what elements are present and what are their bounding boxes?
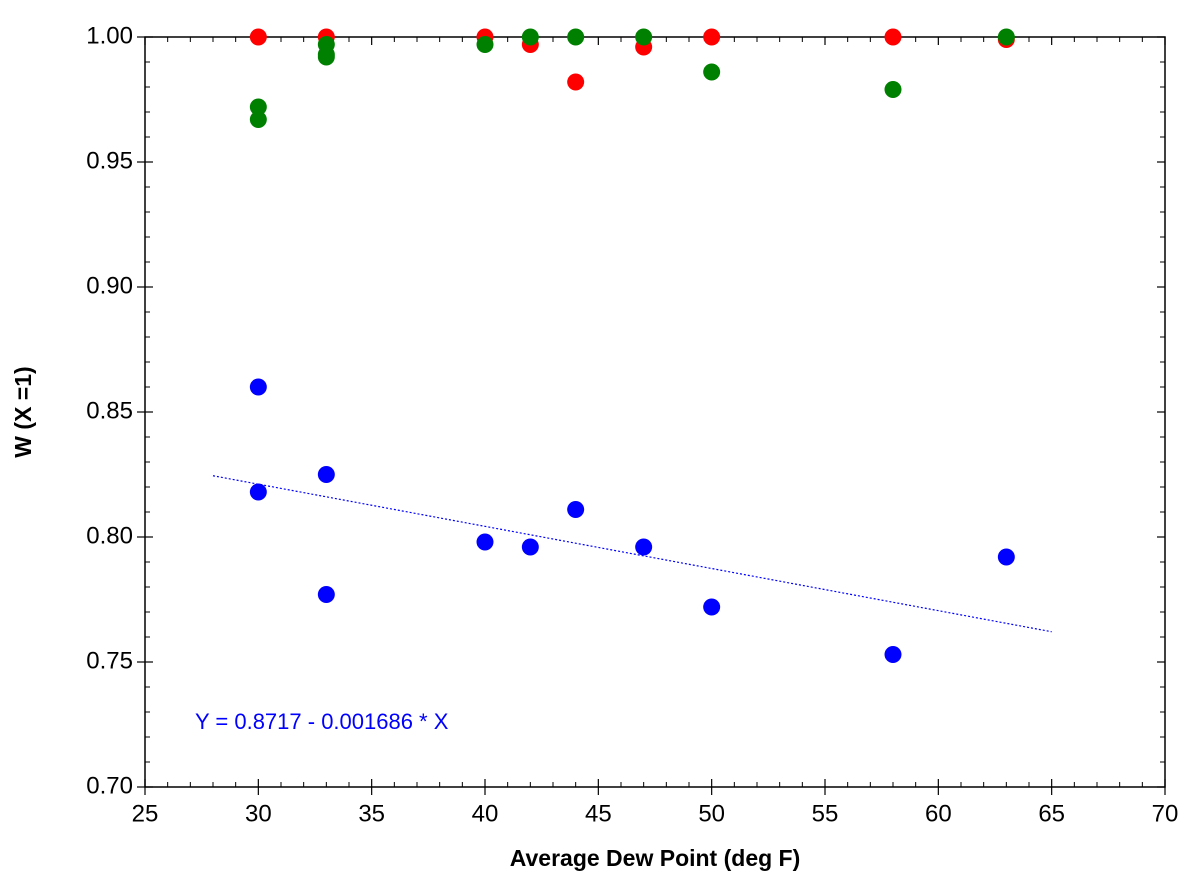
- data-point: [476, 36, 494, 53]
- x-tick-label: 50: [698, 800, 725, 827]
- data-point: [635, 538, 653, 556]
- y-tick-label: 1.00: [86, 22, 133, 49]
- data-point: [249, 378, 267, 396]
- data-point: [884, 81, 902, 98]
- x-tick-label: 55: [812, 800, 839, 827]
- x-tick-label: 40: [472, 800, 499, 827]
- x-tick-label: 45: [585, 800, 612, 827]
- x-tick-label: 25: [132, 800, 159, 827]
- x-tick-label: 65: [1038, 800, 1065, 827]
- data-point: [317, 586, 335, 603]
- data-point: [476, 533, 494, 551]
- data-point: [567, 73, 585, 91]
- fit-line: [212, 475, 1052, 633]
- data-point: [635, 28, 653, 46]
- data-point: [703, 63, 721, 81]
- x-tick-label: 35: [358, 800, 385, 827]
- data-point: [884, 646, 902, 663]
- data-point: [703, 28, 721, 46]
- y-tick-label: 0.85: [86, 397, 133, 424]
- y-tick-label: 0.75: [86, 647, 133, 674]
- data-point: [567, 501, 585, 518]
- x-tick-label: 70: [1152, 800, 1179, 827]
- data-point: [249, 28, 267, 46]
- data-point: [703, 598, 721, 616]
- data-point: [997, 28, 1015, 46]
- plot-frame: [144, 36, 1166, 788]
- data-point: [249, 98, 267, 116]
- y-tick-label: 0.95: [86, 147, 133, 174]
- data-point: [567, 28, 585, 46]
- x-axis-label: Average Dew Point (deg F): [510, 845, 801, 871]
- data-point: [997, 548, 1015, 566]
- data-point: [249, 111, 267, 128]
- x-tick-label: 30: [245, 800, 272, 827]
- data-point: [884, 28, 902, 46]
- y-tick-label: 0.80: [86, 522, 133, 549]
- data-point: [317, 466, 335, 483]
- y-tick-label: 0.70: [86, 772, 133, 799]
- y-tick-label: 0.90: [86, 272, 133, 299]
- data-point: [521, 28, 539, 46]
- y-axis-label: W (X =1): [10, 366, 36, 457]
- data-point: [521, 538, 539, 556]
- data-point: [317, 48, 335, 66]
- data-point: [249, 483, 267, 501]
- x-tick-label: 60: [925, 800, 952, 827]
- fit-equation: Y = 0.8717 - 0.001686 * X: [195, 709, 449, 734]
